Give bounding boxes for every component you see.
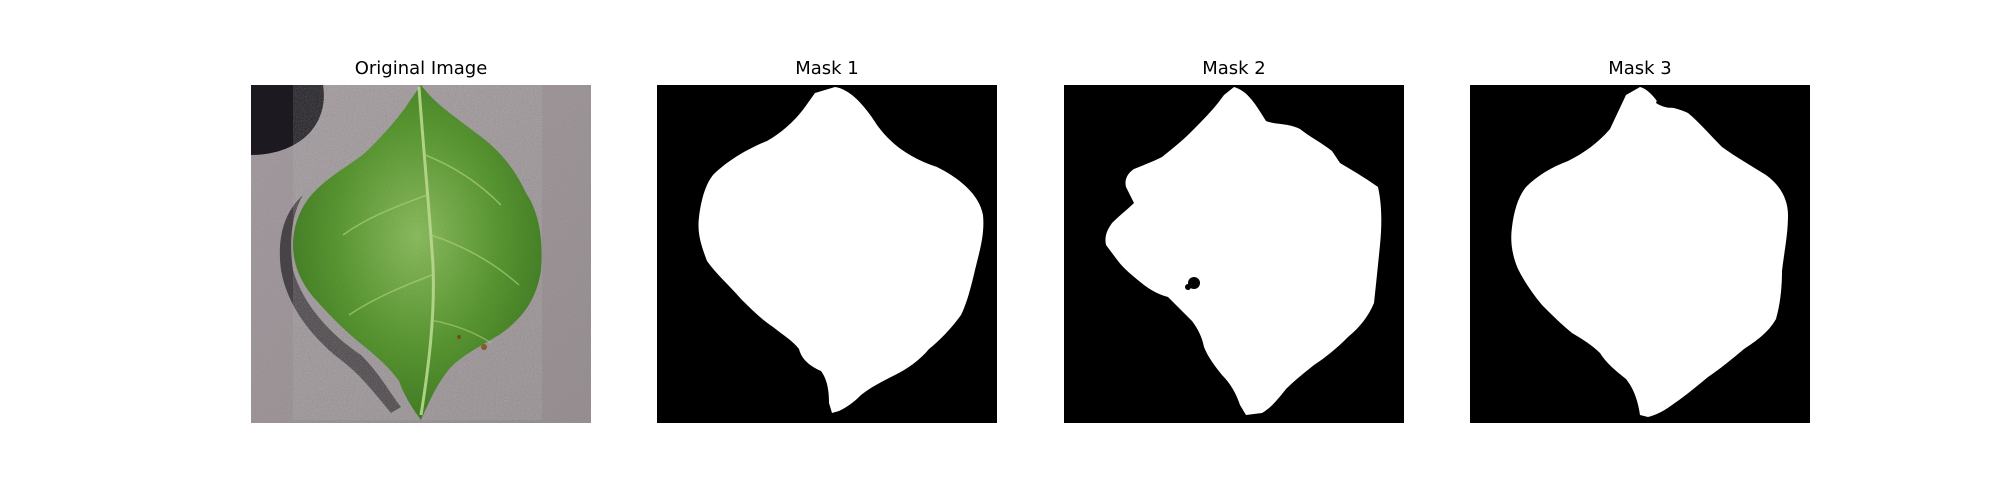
panel-title: Mask 2	[1202, 58, 1266, 79]
mask-foreground	[698, 87, 984, 413]
leaf-vein	[342, 194, 428, 236]
mask-foreground	[1511, 87, 1788, 417]
mask-hole	[1185, 284, 1191, 290]
mask-notch	[1656, 97, 1676, 108]
leaf-spot	[457, 335, 461, 339]
panel-title: Mask 1	[795, 58, 859, 79]
leaf-vein	[430, 319, 492, 344]
leaf-photo	[251, 85, 591, 423]
leaf-vein	[424, 154, 502, 206]
leaf-midrib	[417, 86, 435, 416]
panel-title: Mask 3	[1608, 58, 1672, 79]
mask-image	[657, 85, 997, 423]
leaf-vein	[430, 234, 520, 286]
leaf-spot	[481, 344, 487, 350]
leaf-cast-shadow	[279, 195, 401, 413]
shadow-shape	[251, 85, 324, 155]
mask-hole	[1188, 277, 1200, 289]
mask-image	[1064, 85, 1404, 423]
leaf-vein	[348, 274, 433, 316]
mask-image	[1470, 85, 1810, 423]
mask-foreground	[1105, 87, 1382, 415]
panel-title: Original Image	[354, 58, 488, 79]
